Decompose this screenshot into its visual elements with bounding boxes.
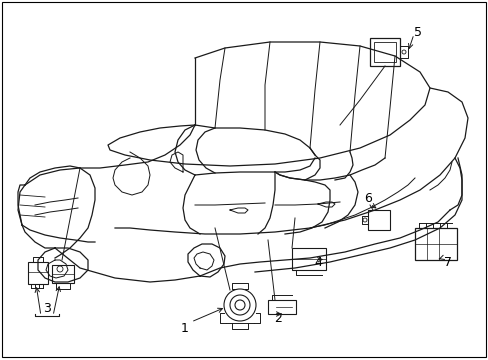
Text: 4: 4 bbox=[313, 256, 321, 269]
Text: 2: 2 bbox=[273, 311, 282, 324]
Text: 6: 6 bbox=[364, 192, 371, 204]
Text: 3: 3 bbox=[43, 302, 51, 315]
Text: 7: 7 bbox=[443, 256, 451, 269]
Text: 5: 5 bbox=[413, 26, 421, 39]
Text: 1: 1 bbox=[181, 321, 188, 334]
